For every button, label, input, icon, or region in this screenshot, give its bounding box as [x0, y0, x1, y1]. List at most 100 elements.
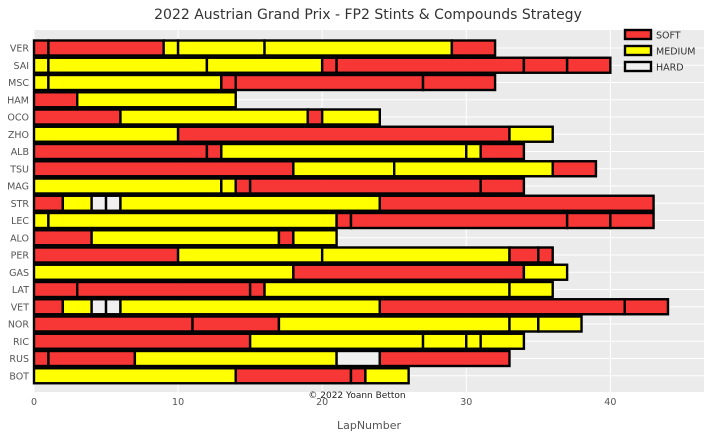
x-axis-label: LapNumber	[337, 419, 402, 432]
stint-bar	[623, 298, 670, 316]
driver-row-rus	[32, 349, 511, 368]
stint-bar	[292, 263, 526, 281]
y-tick-label: LAT	[12, 285, 29, 296]
stint-bar	[32, 56, 50, 74]
y-tick-label: ALB	[11, 147, 29, 158]
stint-bar	[479, 177, 526, 195]
driver-row-ric	[32, 332, 526, 350]
stint-bar	[32, 194, 65, 212]
stint-bar	[378, 349, 511, 368]
stint-bars	[32, 39, 670, 385]
legend: SOFT MEDIUM HARD	[623, 28, 695, 74]
stint-bar	[320, 108, 382, 126]
stint-bar	[104, 194, 122, 212]
x-tick-label: 10	[172, 397, 184, 408]
driver-row-alo	[32, 229, 338, 247]
y-tick-label: RIC	[13, 337, 29, 348]
stint-bar	[551, 160, 598, 178]
y-tick-label: PER	[11, 251, 30, 262]
stint-bar	[32, 367, 237, 385]
y-tick-label: HAM	[7, 95, 29, 106]
stint-bar	[133, 349, 338, 368]
x-tick-label: 20	[316, 397, 328, 408]
driver-row-alb	[32, 142, 526, 161]
stint-bar	[90, 229, 281, 247]
stint-bar	[32, 211, 50, 230]
stint-bar	[522, 263, 569, 281]
stint-bar	[421, 73, 497, 92]
stint-bar	[508, 315, 540, 333]
stint-bar	[508, 125, 554, 143]
stint-bar	[378, 194, 655, 212]
y-tick-label: ZHO	[8, 130, 29, 141]
stint-bar	[32, 160, 295, 178]
y-tick-label: MAG	[7, 182, 29, 193]
y-tick-label: VER	[10, 44, 30, 55]
stint-bar	[162, 39, 180, 57]
y-tick-label: STR	[11, 199, 30, 210]
driver-row-lat	[32, 280, 554, 299]
x-tick-label: 30	[460, 397, 472, 408]
driver-row-nor	[32, 315, 583, 333]
stint-bar	[32, 315, 194, 333]
stint-bar	[32, 263, 295, 281]
stint-bar	[248, 177, 482, 195]
stint-bar	[320, 246, 511, 264]
driver-row-msc	[32, 73, 497, 92]
y-tick-label: RUS	[9, 354, 29, 365]
x-tick-labels: 0 10 20 30 40	[31, 397, 616, 408]
stint-bar	[234, 73, 425, 92]
y-tick-label: TSU	[9, 164, 29, 175]
stint-bar	[61, 194, 93, 212]
driver-row-per	[32, 246, 554, 264]
stint-bar	[47, 73, 223, 92]
stint-bar	[104, 298, 122, 316]
stint-bar	[119, 194, 382, 212]
stint-bar	[32, 349, 50, 368]
stint-bar	[508, 280, 554, 299]
stint-bar	[479, 332, 526, 350]
stint-bar	[176, 125, 511, 143]
stint-bar	[292, 229, 338, 247]
stint-bar	[364, 367, 410, 385]
stint-bar	[32, 298, 65, 316]
stint-bar	[205, 56, 324, 74]
y-tick-label: GAS	[9, 268, 29, 279]
stint-bar	[248, 332, 425, 350]
stint-bar	[176, 246, 324, 264]
y-tick-label: MSC	[8, 78, 29, 89]
driver-row-zho	[32, 125, 554, 143]
stint-bar	[32, 332, 252, 350]
stint-bar	[465, 142, 482, 161]
stint-bar	[306, 108, 324, 126]
x-tick-label: 40	[604, 397, 616, 408]
stint-bar	[335, 349, 382, 368]
stint-bar	[90, 298, 108, 316]
stint-bar	[32, 125, 180, 143]
stint-bar	[465, 332, 482, 350]
driver-row-lec	[32, 211, 655, 230]
stint-bar	[450, 39, 497, 57]
stint-bar	[335, 56, 526, 74]
stint-bar	[565, 211, 612, 230]
legend-label: SOFT	[656, 31, 681, 42]
stint-bar	[32, 280, 79, 299]
driver-row-ver	[32, 39, 497, 57]
y-tick-label: SAI	[13, 61, 29, 72]
driver-row-bot	[32, 367, 410, 385]
stint-bar	[32, 73, 50, 92]
stint-bar	[537, 315, 583, 333]
legend-label: HARD	[656, 63, 684, 74]
y-tick-label: BOT	[9, 371, 29, 382]
stint-bar	[277, 229, 295, 247]
driver-row-ham	[32, 91, 237, 109]
stint-bar	[479, 142, 526, 161]
stint-bar	[191, 315, 281, 333]
x-tick-label: 0	[31, 397, 37, 408]
stint-bar	[263, 280, 511, 299]
stint-bar	[32, 39, 50, 57]
stint-bar	[32, 91, 79, 109]
stint-bar	[76, 91, 237, 109]
stint-bar	[320, 56, 338, 74]
